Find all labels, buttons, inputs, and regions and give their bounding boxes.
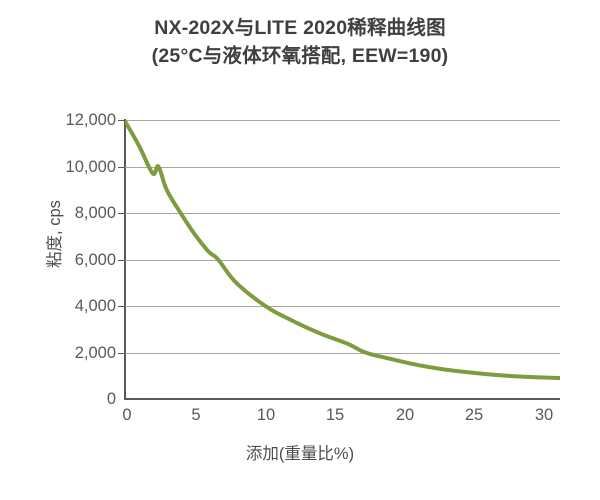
gridline-12000 xyxy=(125,120,560,121)
x-tick-label-30: 30 xyxy=(534,406,554,424)
y-tick-label-4000: 4,000 xyxy=(74,296,116,315)
gridline-4000 xyxy=(125,306,560,307)
gridline-10000 xyxy=(125,166,560,168)
chart-title-line-2: (25°C与液体环氧搭配, EEW=190) xyxy=(151,45,449,67)
x-tick-label-20: 20 xyxy=(395,406,415,424)
x-tick-label-0: 0 xyxy=(122,406,132,424)
gridline-6000 xyxy=(125,259,560,261)
x-tick-label-5: 5 xyxy=(191,406,201,424)
y-tick-mark-12000 xyxy=(118,120,124,121)
chart-title: NX-202X与LITE 2020稀释曲线图 (25°C与液体环氧搭配, EEW… xyxy=(0,14,600,70)
y-tick-label-8000: 8,000 xyxy=(74,203,116,222)
y-tick-mark-4000 xyxy=(118,306,124,307)
x-axis-title: 添加(重量比%) xyxy=(245,445,355,463)
y-tick-label-10000: 10,000 xyxy=(65,157,116,176)
series-line-nx202x xyxy=(125,120,560,381)
y-axis-tick-labels: 12,000 10,000 8,000 6,000 4,000 2,000 0 xyxy=(40,0,116,500)
y-tick-mark-2000 xyxy=(118,352,124,354)
y-tick-mark-10000 xyxy=(118,166,124,168)
y-tick-label-0: 0 xyxy=(106,389,116,408)
data-curve-layer xyxy=(125,120,560,399)
gridline-8000 xyxy=(125,213,560,214)
x-tick-label-10: 10 xyxy=(256,406,276,424)
y-tick-mark-6000 xyxy=(118,259,124,261)
x-tick-label-15: 15 xyxy=(325,406,345,424)
gridline-2000 xyxy=(125,352,560,354)
y-tick-label-12000: 12,000 xyxy=(65,110,116,129)
plot-area xyxy=(125,120,560,400)
gridlines xyxy=(125,120,560,400)
y-tick-label-2000: 2,000 xyxy=(74,343,116,362)
chart-title-line-1: NX-202X与LITE 2020稀释曲线图 xyxy=(154,17,446,39)
x-tick-label-25: 25 xyxy=(464,406,484,424)
y-tick-label-6000: 6,000 xyxy=(74,250,116,269)
y-tick-mark-8000 xyxy=(118,213,124,214)
viscosity-dilution-curve xyxy=(125,120,560,381)
x-axis-line xyxy=(125,398,560,400)
